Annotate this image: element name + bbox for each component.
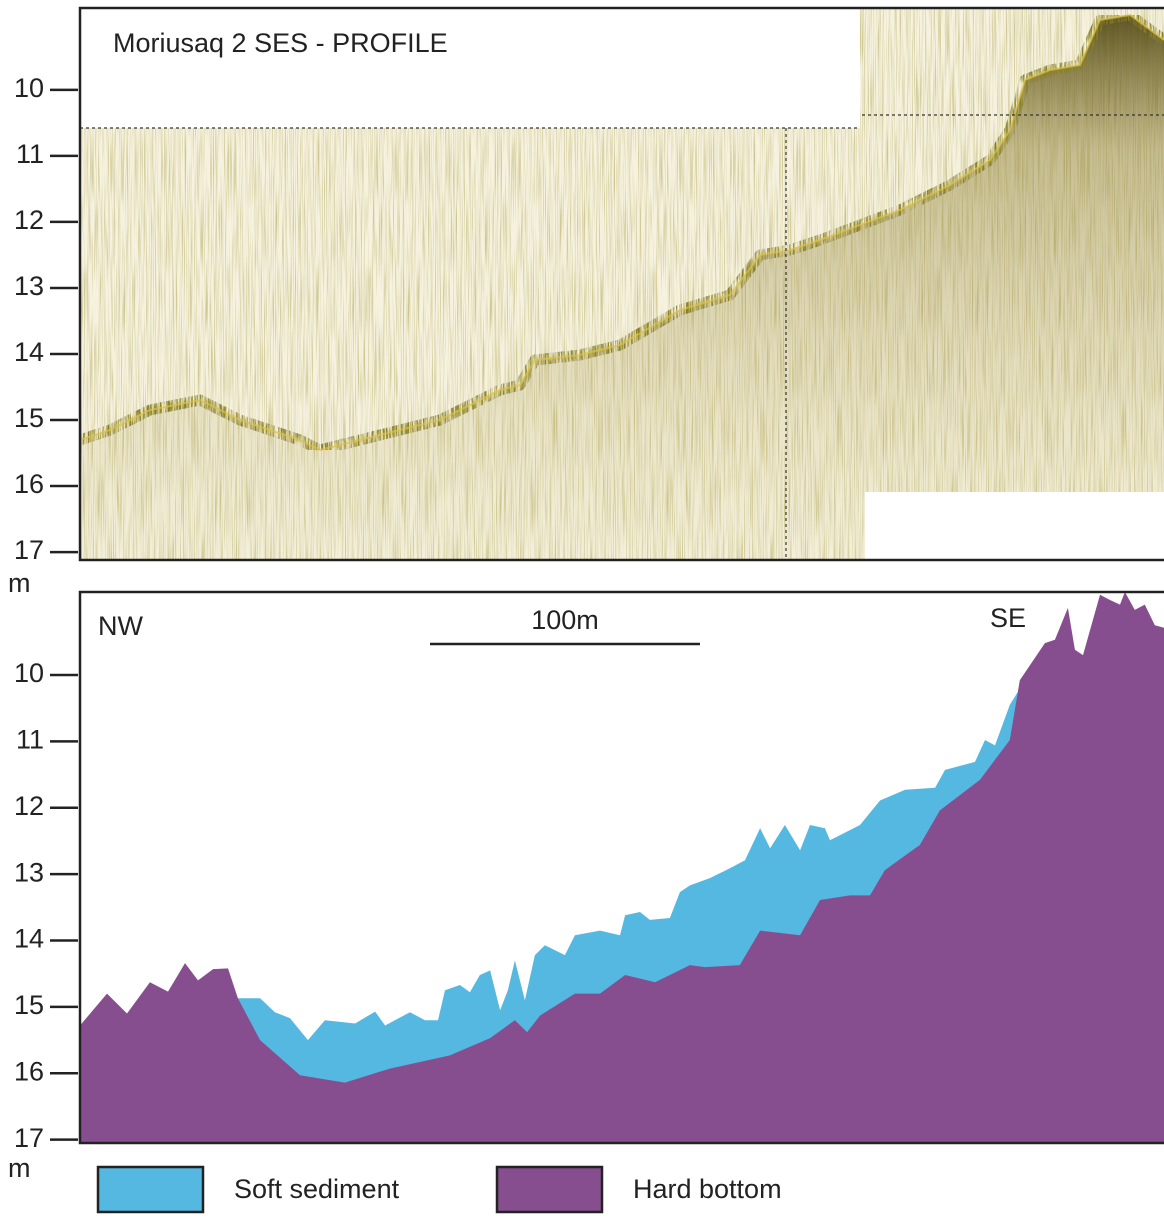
right-label: SE [990, 603, 1026, 633]
y-tick-label: 17 [14, 1123, 44, 1153]
y-tick-label: 12 [14, 791, 44, 821]
page: {"chart_data": [ {"type": "image", "titl… [0, 0, 1164, 1214]
seismic-image [80, 8, 1164, 562]
blank-box [865, 492, 1164, 562]
y-tick-label: 11 [16, 139, 44, 169]
y-tick-label: 17 [14, 535, 44, 565]
plot-area [80, 592, 1164, 1143]
legend-swatch [98, 1167, 203, 1212]
y-tick-label: 14 [14, 924, 44, 954]
legend-swatch [497, 1167, 602, 1212]
y-axis-label: m [8, 1153, 31, 1183]
y-tick-label: 10 [14, 73, 44, 103]
y-tick-label: 10 [14, 658, 44, 688]
legend-label: Hard bottom [633, 1174, 782, 1204]
y-tick-label: 16 [14, 469, 44, 499]
y-axis-label: m [8, 568, 31, 598]
chart-title: Moriusaq 2 SES - PROFILE [113, 28, 448, 58]
y-tick-label: 12 [14, 205, 44, 235]
y-tick-label: 13 [14, 271, 44, 301]
left-label: NW [98, 611, 143, 641]
y-tick-label: 16 [14, 1056, 44, 1086]
y-tick-label: 15 [14, 403, 44, 433]
y-tick-label: 15 [14, 990, 44, 1020]
blank-box [80, 8, 860, 128]
y-tick-label: 11 [16, 724, 44, 754]
figure: Moriusaq 2 SES - PROFILE m NW SE m 10 11 1… [0, 0, 1164, 1214]
legend-label: Soft sediment [234, 1174, 400, 1204]
scale-bar-label: 100m [531, 605, 599, 635]
y-tick-label: 14 [14, 337, 44, 367]
y-tick-label: 13 [14, 857, 44, 887]
area [80, 592, 1164, 1143]
